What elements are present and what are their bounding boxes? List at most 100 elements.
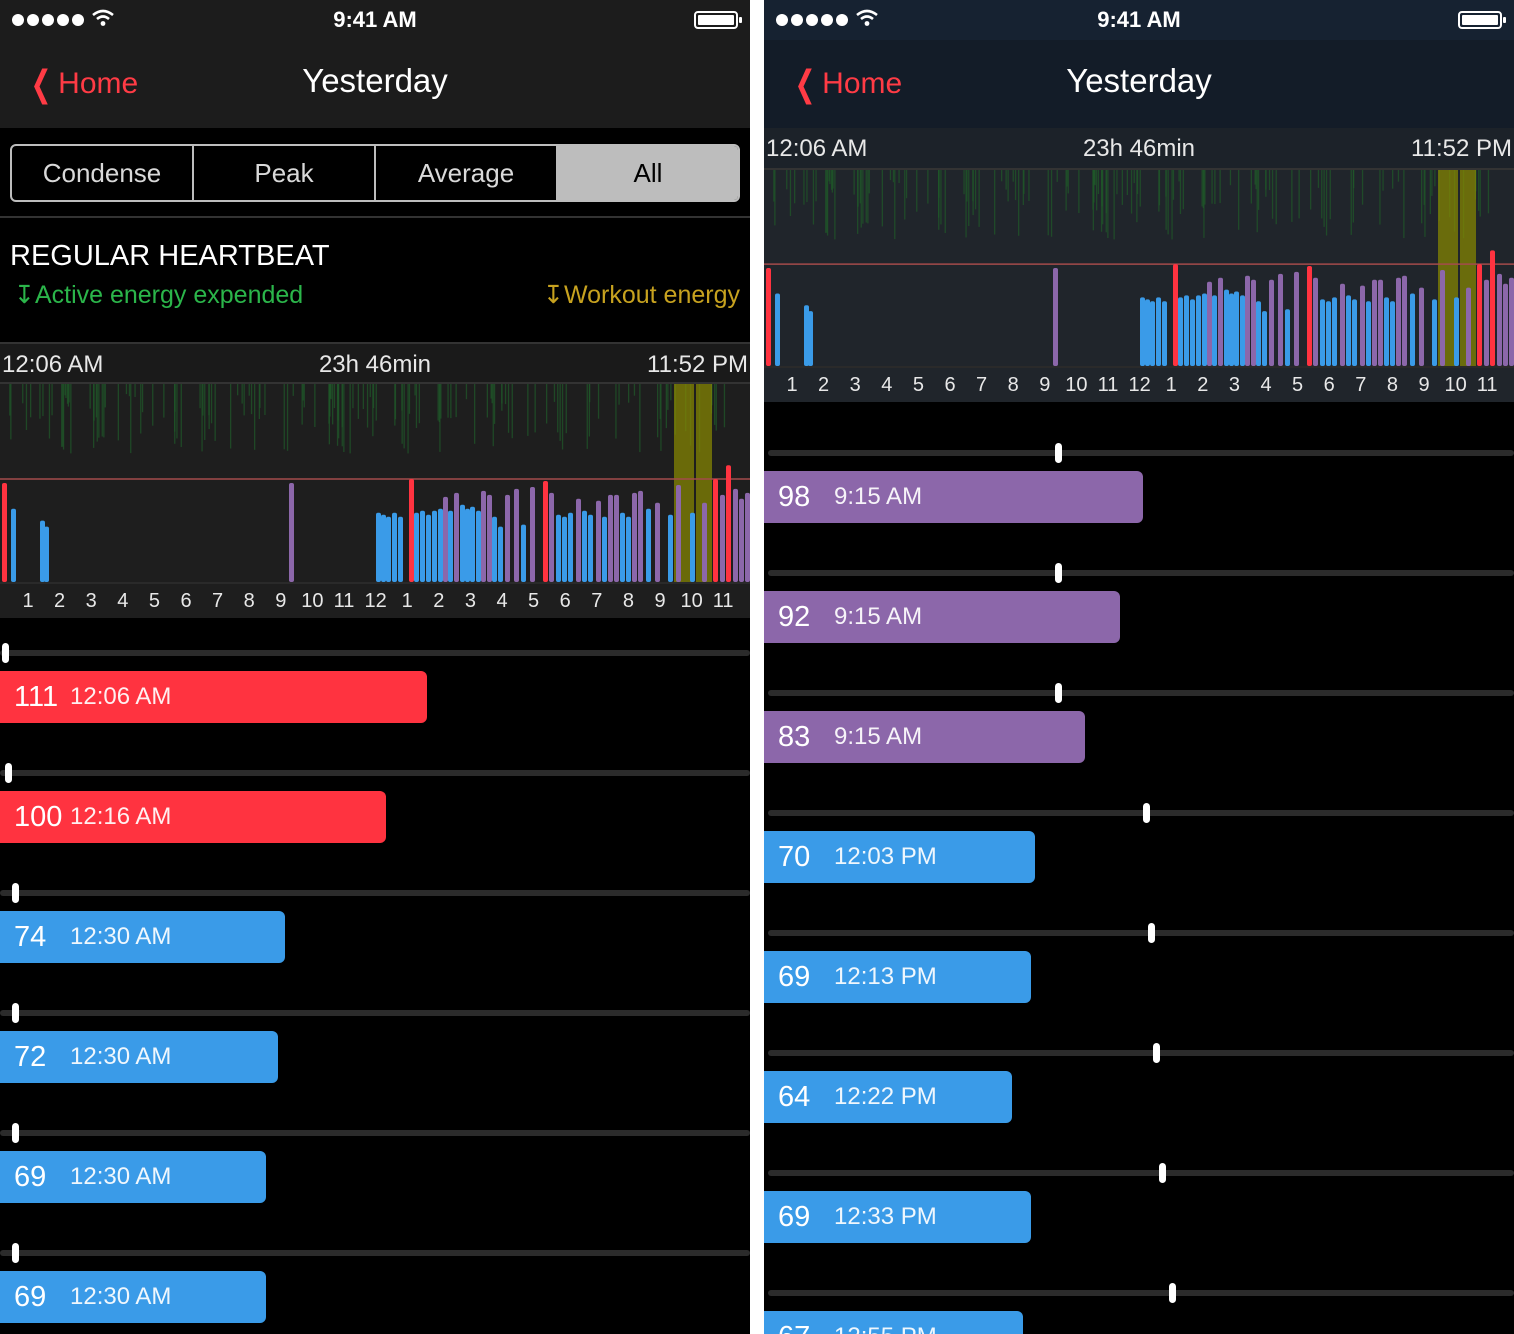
active-energy-mark: [868, 170, 870, 194]
active-energy-mark: [927, 170, 929, 204]
hour-tick-label: 4: [117, 590, 129, 612]
time-position-track[interactable]: [768, 1163, 1514, 1183]
legend-workout-energy[interactable]: ↧Workout energy: [543, 281, 740, 309]
heartbeat-reading-bar[interactable]: 69 12:30 AM: [0, 1271, 266, 1323]
segment-average[interactable]: Average: [376, 146, 558, 200]
active-energy-mark: [639, 384, 641, 453]
time-position-track[interactable]: [768, 563, 1514, 583]
segment-peak[interactable]: Peak: [194, 146, 376, 200]
active-energy-mark: [1100, 170, 1103, 232]
chart-end-time: 11:52 PM: [1411, 135, 1512, 162]
legend-active-energy[interactable]: ↧Active energy expended: [14, 281, 304, 309]
heartbeat-bar: [386, 516, 391, 582]
active-energy-mark: [292, 384, 294, 396]
active-energy-mark: [1139, 170, 1141, 207]
hour-tick-label: 6: [944, 374, 956, 396]
time-position-track[interactable]: [0, 1243, 750, 1263]
time-position-track[interactable]: [0, 763, 750, 783]
heartbeat-reading-bar[interactable]: 83 9:15 AM: [764, 711, 1085, 763]
time-position-track[interactable]: [768, 1043, 1514, 1063]
time-position-thumb[interactable]: [1055, 443, 1063, 463]
segment-condense[interactable]: Condense: [12, 146, 194, 200]
segment-all[interactable]: All: [558, 146, 738, 200]
active-energy-mark: [1479, 170, 1481, 217]
time-position-track[interactable]: [768, 443, 1514, 463]
chart-header: 12:06 AM 23h 46min 11:52 PM: [0, 342, 750, 384]
heartbeat-reading-bar[interactable]: 70 12:03 PM: [764, 831, 1035, 883]
heartbeat-bar: [1269, 279, 1274, 366]
time-position-thumb[interactable]: [11, 1003, 19, 1023]
time-position-track[interactable]: [0, 1003, 750, 1023]
time-position-thumb[interactable]: [1169, 1283, 1177, 1303]
heartbeat-bar: [568, 512, 573, 582]
active-energy-mark: [853, 170, 855, 195]
heartbeat-reading-bar[interactable]: 69 12:33 PM: [764, 1191, 1031, 1243]
active-energy-mark: [66, 384, 69, 404]
time-position-thumb[interactable]: [11, 1243, 19, 1263]
active-energy-mark: [493, 384, 496, 424]
time-position-thumb[interactable]: [1055, 683, 1063, 703]
reading-time: 12:22 PM: [834, 1083, 937, 1110]
active-energy-mark: [130, 384, 132, 454]
time-position-track[interactable]: [768, 803, 1514, 823]
heartbeat-bar: [1384, 297, 1389, 366]
battery-icon: [694, 11, 742, 29]
active-energy-mark: [202, 384, 204, 416]
heartbeat-reading-bar[interactable]: 98 9:15 AM: [764, 471, 1143, 523]
active-energy-mark: [1382, 170, 1384, 191]
active-energy-mark: [104, 384, 106, 408]
time-position-thumb[interactable]: [1148, 923, 1156, 943]
active-energy-mark: [491, 384, 493, 404]
active-energy-mark: [1203, 170, 1205, 238]
heartbeat-bar: [1150, 301, 1155, 366]
time-position-track[interactable]: [0, 1123, 750, 1143]
active-energy-mark: [128, 384, 131, 397]
time-position-thumb[interactable]: [11, 1123, 19, 1143]
heartbeat-bar: [470, 506, 475, 582]
time-position-thumb[interactable]: [1158, 1163, 1166, 1183]
heartbeat-reading-bar[interactable]: 69 12:13 PM: [764, 951, 1031, 1003]
active-energy-mark: [1097, 170, 1100, 194]
heartbeat-bar: [40, 520, 45, 582]
time-position-thumb[interactable]: [1143, 803, 1151, 823]
active-energy-mark: [1256, 170, 1258, 233]
back-button[interactable]: ❮ Home: [26, 63, 139, 104]
time-position-thumb[interactable]: [2, 643, 10, 663]
time-position-track[interactable]: [0, 643, 750, 663]
phone-screen-right: 9:41 AM ❮ Home Yesterday 12:06 AM 23h 46…: [764, 0, 1514, 1334]
time-position-thumb[interactable]: [11, 883, 19, 903]
active-energy-mark: [892, 170, 895, 183]
heartbeat-reading-bar[interactable]: 72 12:30 AM: [0, 1031, 278, 1083]
hour-tick-label: 6: [1323, 374, 1335, 396]
time-position-thumb[interactable]: [5, 763, 13, 783]
heartbeat-reading-bar[interactable]: 74 12:30 AM: [0, 911, 285, 963]
heartbeat-reading-bar[interactable]: 100 12:16 AM: [0, 791, 386, 843]
back-button[interactable]: ❮ Home: [790, 63, 903, 104]
active-energy-mark: [615, 384, 617, 439]
active-energy-mark: [867, 170, 869, 224]
time-position-track[interactable]: [768, 923, 1514, 943]
active-energy-mark: [1487, 170, 1490, 214]
heartbeat-reading-bar[interactable]: 69 12:30 AM: [0, 1151, 266, 1203]
active-energy-mark: [372, 384, 374, 437]
heartbeat-bar: [582, 510, 587, 582]
active-energy-mark: [966, 170, 968, 202]
heartbeat-reading-bar[interactable]: 6712:55 PM: [764, 1311, 1023, 1334]
active-energy-mark: [450, 384, 452, 419]
heartbeat-bar: [1262, 311, 1267, 366]
hour-axis: 1 2 3 4 5 6 7 8 9 10 11 12 1 2 3 4 5 6 7 8 9 10 11: [0, 582, 750, 618]
hour-tick-label: 12: [364, 590, 387, 612]
active-energy-mark: [1005, 170, 1007, 190]
heartbeat-bar: [1340, 283, 1345, 366]
time-position-thumb[interactable]: [1152, 1043, 1160, 1063]
time-position-track[interactable]: [768, 683, 1514, 703]
time-position-track[interactable]: [0, 883, 750, 903]
heartbeat-reading-bar[interactable]: 64 12:22 PM: [764, 1071, 1012, 1123]
time-position-track[interactable]: [768, 1283, 1514, 1303]
heartbeat-reading-bar[interactable]: 111 12:06 AM: [0, 671, 427, 723]
time-position-thumb[interactable]: [1055, 563, 1063, 583]
active-energy-mark: [64, 384, 66, 396]
heartbeat-bar: [426, 514, 431, 582]
heartbeat-bar: [460, 504, 465, 582]
heartbeat-reading-bar[interactable]: 92 9:15 AM: [764, 591, 1120, 643]
